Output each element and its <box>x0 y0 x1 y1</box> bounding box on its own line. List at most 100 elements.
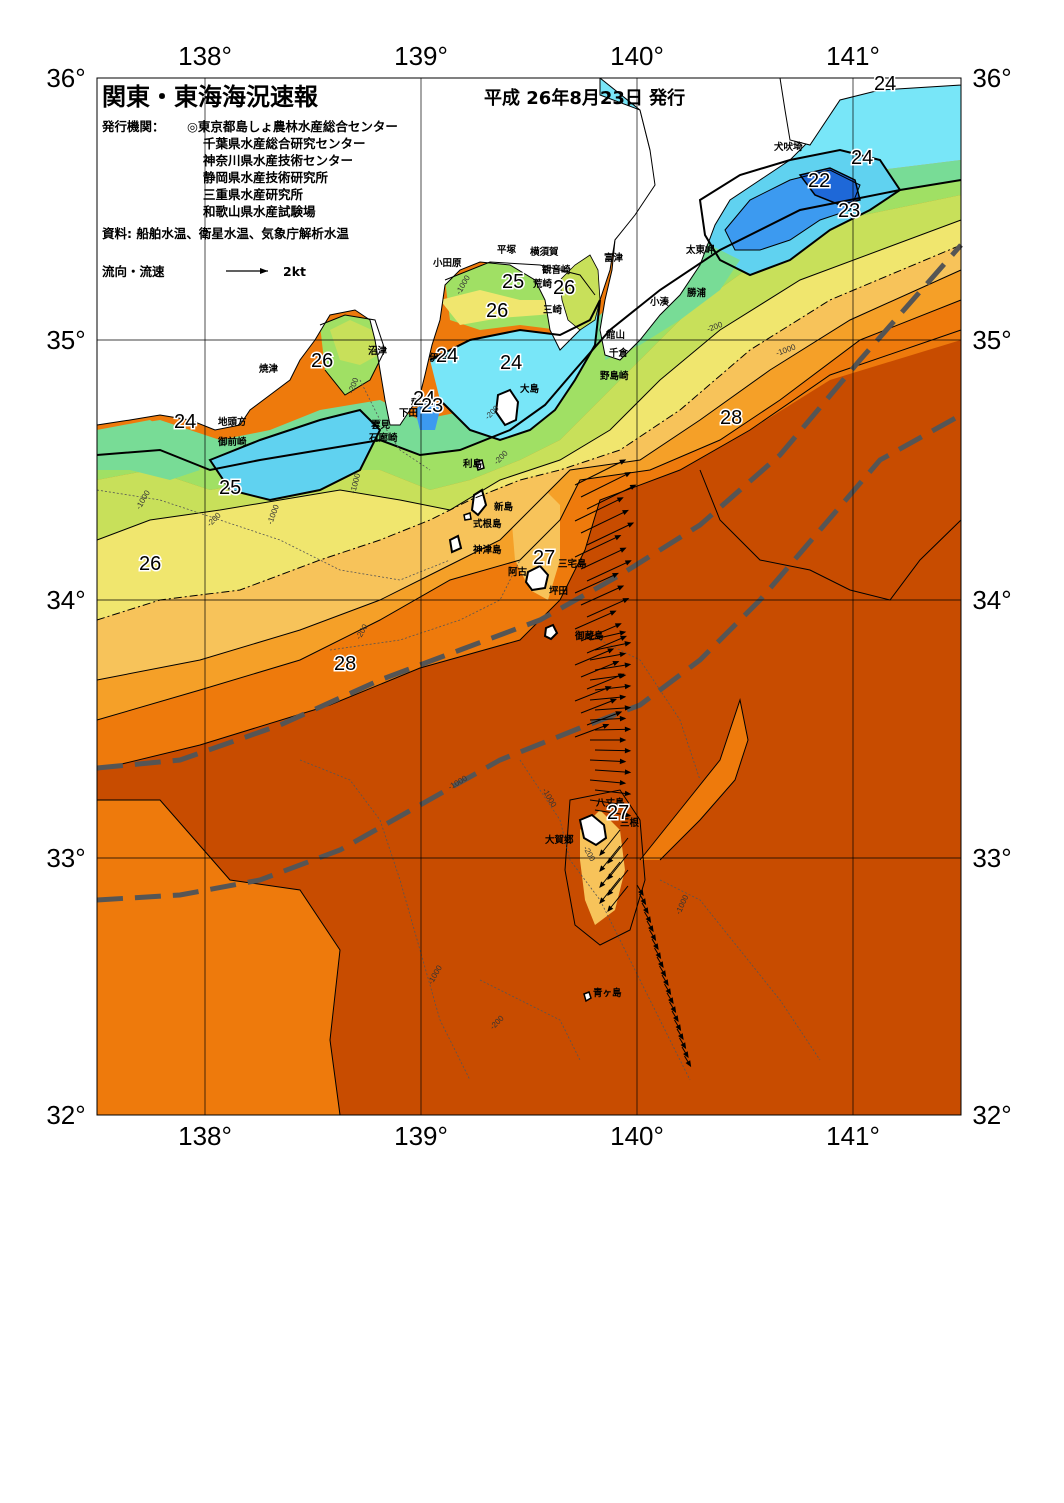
current-arrow <box>594 728 631 731</box>
current-arrowhead <box>678 1033 684 1041</box>
land-honshu <box>96 77 663 431</box>
current-arrowhead <box>612 661 620 667</box>
lon-label-140-bottom: 140° <box>610 1121 664 1151</box>
current-arrowhead <box>660 970 667 978</box>
place-aogashima: 青ヶ島 <box>593 987 622 999</box>
current-arrow <box>574 497 623 522</box>
map-header: 関東・東海海況速報 平成 26年8月23日 発行 発行機関： ◎東京都島しょ農林… <box>101 83 685 279</box>
temp-label: 23 <box>838 200 860 222</box>
place-chikura: 千倉 <box>609 347 629 359</box>
flow-legend-label: 流向・流速 <box>102 264 165 279</box>
place-futtsu: 富津 <box>604 252 624 264</box>
current-arrow <box>589 674 626 681</box>
place-inatori: 稲取 <box>411 397 431 409</box>
lat-label-35-right: 35° <box>972 325 1011 355</box>
sea-27b-band <box>97 245 961 680</box>
current-arrowhead <box>685 1060 692 1068</box>
lat-label-33: 33° <box>46 843 85 873</box>
current-arrowhead <box>624 662 632 668</box>
kuroshio-axis <box>96 243 963 903</box>
temp-label: 25 <box>502 271 524 293</box>
temp-label: 24 <box>436 345 458 367</box>
place-tsubota: 坪田 <box>549 585 568 597</box>
island-miyake <box>524 564 550 592</box>
current-arrow <box>580 509 629 534</box>
temp-label: 26 <box>139 553 161 575</box>
map-frame <box>96 77 962 1116</box>
current-arrow <box>589 779 626 784</box>
place-taito: 太東岬 <box>686 244 715 256</box>
place-oshima: 大島 <box>520 383 540 395</box>
current-arrow <box>594 749 631 752</box>
lon-label-139-bottom: 139° <box>394 1121 448 1151</box>
current-arrow <box>586 711 622 726</box>
temp-label: 27 <box>607 802 629 824</box>
place-shikinejima: 式根島 <box>473 518 502 530</box>
current-arrow <box>599 845 621 872</box>
issuer-3: 神奈川県水産技術センター <box>203 153 353 168</box>
current-arrowhead <box>599 897 606 905</box>
grid-lines <box>97 78 961 1115</box>
temp-label: 26 <box>311 350 333 372</box>
current-arrows <box>574 459 692 1068</box>
current-arrow <box>586 598 629 618</box>
flow-legend-scale: 2kt <box>283 264 306 279</box>
lat-label-35: 35° <box>46 325 85 355</box>
current-arrowhead <box>619 694 627 700</box>
lon-label-139: 139° <box>394 41 448 71</box>
sea-26-sagami <box>440 290 585 325</box>
current-arrowhead <box>658 961 664 969</box>
place-names: 犬吠埼 太東岬 勝浦 小湊 館山 千倉 野島崎 富津 横須賀 観音崎 平塚 荒崎… <box>217 141 803 999</box>
place-omaezaki: 御前崎 <box>217 436 247 448</box>
place-mikurajima: 御蔵島 <box>574 630 604 642</box>
current-arrow <box>589 799 626 806</box>
place-kozushima: 神津島 <box>473 544 502 556</box>
lat-label-34: 34° <box>46 585 85 615</box>
current-arrow <box>574 459 626 486</box>
lat-label-34-right: 34° <box>972 585 1011 615</box>
current-arrowhead <box>650 934 657 942</box>
current-arrowhead <box>617 585 625 591</box>
temp-label: 24 <box>413 388 435 410</box>
current-arrow <box>574 572 619 594</box>
island-mikura <box>543 623 559 641</box>
lat-label-32: 32° <box>46 1100 85 1130</box>
current-arrowhead <box>663 979 669 987</box>
lat-label-32-right: 32° <box>972 1100 1011 1130</box>
place-hiratsuka: 平塚 <box>497 244 517 256</box>
current-arrow <box>607 869 629 896</box>
current-arrowhead <box>619 715 627 722</box>
current-arrowhead <box>619 801 627 807</box>
current-arrowhead <box>599 881 606 889</box>
issuer-1: ◎東京都島しょ農林水産総合センター <box>187 119 398 134</box>
sea-26-band <box>97 220 961 620</box>
place-ito: 伊東 <box>428 352 449 364</box>
island-oshima <box>494 388 520 427</box>
sea-28-band <box>97 300 961 770</box>
map-title: 関東・東海海況速報 <box>102 83 319 111</box>
current-arrow <box>574 648 614 666</box>
data-sources: 資料: 船舶水温、衛星水温、気象庁解析水温 <box>102 226 349 241</box>
current-arrow <box>586 635 626 654</box>
temp-label: 26 <box>486 300 508 322</box>
current-arrowhead <box>638 889 644 897</box>
island-hachijo <box>578 813 608 847</box>
place-miyakejima: 三宅島 <box>558 558 587 570</box>
temp-label: 27 <box>533 547 555 569</box>
current-arrowhead <box>683 1051 689 1059</box>
current-arrowhead <box>622 509 629 516</box>
current-arrowhead <box>614 535 622 541</box>
latitude-labels-right: 36° 35° 34° 33° 32° <box>972 63 1011 1130</box>
tokyo-bay <box>559 254 601 331</box>
current-arrow <box>580 698 616 714</box>
place-irozaki: 石廊崎 <box>368 432 398 444</box>
current-arrow <box>586 560 631 582</box>
current-arrowhead <box>619 651 627 658</box>
current-arrowhead <box>599 865 606 873</box>
sea-26-suruga-inner <box>330 320 378 365</box>
place-kominato: 小湊 <box>649 296 670 308</box>
current-arrow <box>594 809 631 817</box>
current-arrowhead <box>627 522 635 528</box>
current-arrow <box>580 547 626 570</box>
place-yokosuka: 横須賀 <box>530 246 559 258</box>
